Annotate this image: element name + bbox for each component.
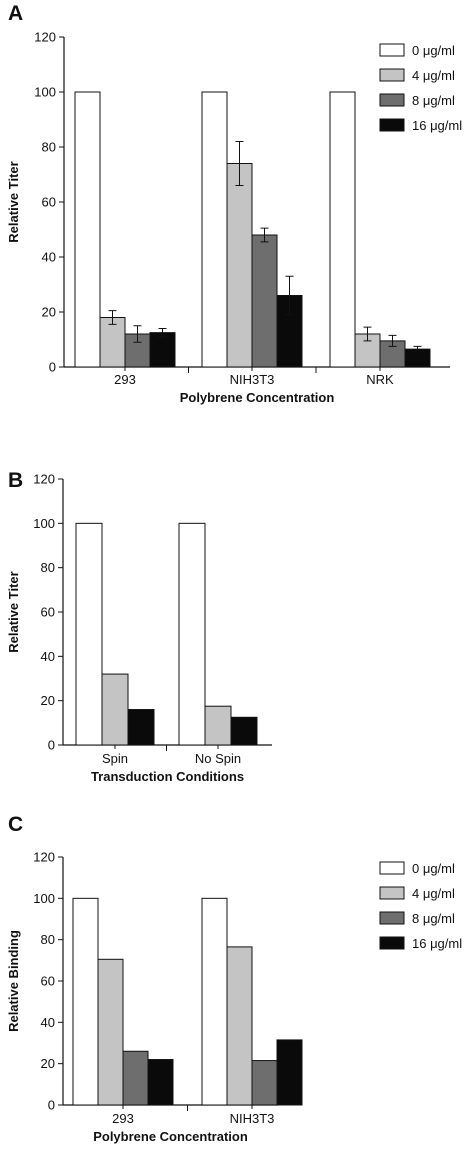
y-tick-label: 80 — [41, 932, 55, 947]
y-tick-label: 20 — [41, 693, 55, 708]
legend-label-s16: 16 μg/ml — [412, 936, 462, 951]
legend: 0 μg/ml 4 μg/ml 8 μg/ml 16 μg/ml — [379, 43, 462, 133]
bar-s0 — [74, 91, 101, 368]
bar-s16 — [147, 1059, 174, 1106]
x-tick-label: NIH3T3 — [230, 1111, 275, 1126]
x-axis-title: Polybrene Concentration — [93, 1129, 248, 1144]
panel-label: B — [8, 469, 23, 492]
x-tick-label: Spin — [102, 751, 128, 766]
bar-s0 — [178, 522, 206, 746]
y-axis-title: Relative Titer — [6, 161, 21, 242]
legend-label-s4: 4 μg/ml — [412, 886, 455, 901]
bar-s4 — [97, 958, 124, 1106]
bar-s0 — [329, 91, 356, 368]
y-tick-label: 40 — [41, 649, 55, 664]
bar-s16 — [149, 332, 176, 368]
chart-panel-b: B 0 20 40 60 80 100 120 Relative Titer Spin No Spi… — [6, 469, 272, 784]
bar-s16 — [230, 716, 258, 746]
y-axis-title: Relative Binding — [6, 930, 21, 1032]
y-tick-label: 120 — [33, 850, 55, 865]
bar-s16 — [276, 1039, 303, 1106]
x-tick-label: NRK — [366, 372, 394, 387]
bar-s16 — [127, 709, 155, 746]
bar-s4 — [99, 317, 126, 368]
bar-s8 — [251, 1060, 278, 1106]
y-tick-label: 100 — [33, 891, 55, 906]
y-tick-label: 0 — [49, 360, 56, 375]
legend-swatch-s0 — [379, 43, 405, 57]
legend-swatch-s16 — [379, 936, 405, 950]
y-tick-label: 100 — [34, 85, 56, 100]
y-tick-label: 80 — [42, 140, 56, 155]
legend-swatch-s8 — [379, 93, 405, 107]
legend-label-s0: 0 μg/ml — [412, 43, 455, 58]
panel-label: A — [8, 2, 23, 25]
x-tick-label: NIH3T3 — [230, 372, 275, 387]
y-tick-label: 60 — [42, 195, 56, 210]
bar-s4 — [226, 946, 253, 1106]
y-tick-label: 120 — [34, 30, 56, 45]
y-tick-label: 120 — [33, 472, 55, 487]
legend-label-s0: 0 μg/ml — [412, 861, 455, 876]
y-tick-label: 40 — [42, 250, 56, 265]
bar-s4 — [204, 705, 232, 746]
x-tick-label: 293 — [112, 1111, 134, 1126]
chart-panel-c: C 0 20 40 60 80 100 120 Relative Binding 293 NIH3T… — [6, 813, 462, 1144]
y-axis-title: Relative Titer — [6, 571, 21, 652]
legend-swatch-s8 — [379, 911, 405, 925]
bar-s8 — [251, 234, 278, 368]
x-axis-title: Polybrene Concentration — [180, 390, 335, 405]
bar-s0 — [72, 897, 99, 1106]
x-axis-title: Transduction Conditions — [91, 769, 244, 784]
bar-s4 — [226, 163, 253, 368]
legend-swatch-s0 — [379, 861, 405, 875]
y-tick-label: 100 — [33, 516, 55, 531]
y-tick-label: 60 — [41, 974, 55, 989]
legend-label-s8: 8 μg/ml — [412, 93, 455, 108]
chart-panel-a: A 0 20 40 60 80 100 120 Relative Titer 293 NIH3T3 N… — [6, 2, 462, 405]
x-tick-label: 293 — [114, 372, 136, 387]
y-tick-label: 20 — [41, 1056, 55, 1071]
bar-s8 — [122, 1050, 149, 1106]
y-tick-label: 0 — [48, 1098, 55, 1113]
y-tick-label: 80 — [41, 560, 55, 575]
legend-label-s16: 16 μg/ml — [412, 118, 462, 133]
bar-s4 — [101, 673, 129, 746]
legend-swatch-s16 — [379, 118, 405, 132]
legend-label-s8: 8 μg/ml — [412, 911, 455, 926]
x-tick-label: No Spin — [195, 751, 241, 766]
y-tick-label: 60 — [41, 605, 55, 620]
panel-label: C — [8, 813, 23, 836]
legend-label-s4: 4 μg/ml — [412, 68, 455, 83]
bar-s0 — [201, 91, 228, 368]
y-tick-label: 40 — [41, 1015, 55, 1030]
legend: 0 μg/ml 4 μg/ml 8 μg/ml 16 μg/ml — [379, 861, 462, 951]
bar-s0 — [201, 897, 228, 1106]
y-tick-label: 0 — [48, 738, 55, 753]
legend-swatch-s4 — [379, 886, 405, 900]
legend-swatch-s4 — [379, 68, 405, 82]
bar-s0 — [75, 522, 103, 746]
y-tick-label: 20 — [42, 305, 56, 320]
